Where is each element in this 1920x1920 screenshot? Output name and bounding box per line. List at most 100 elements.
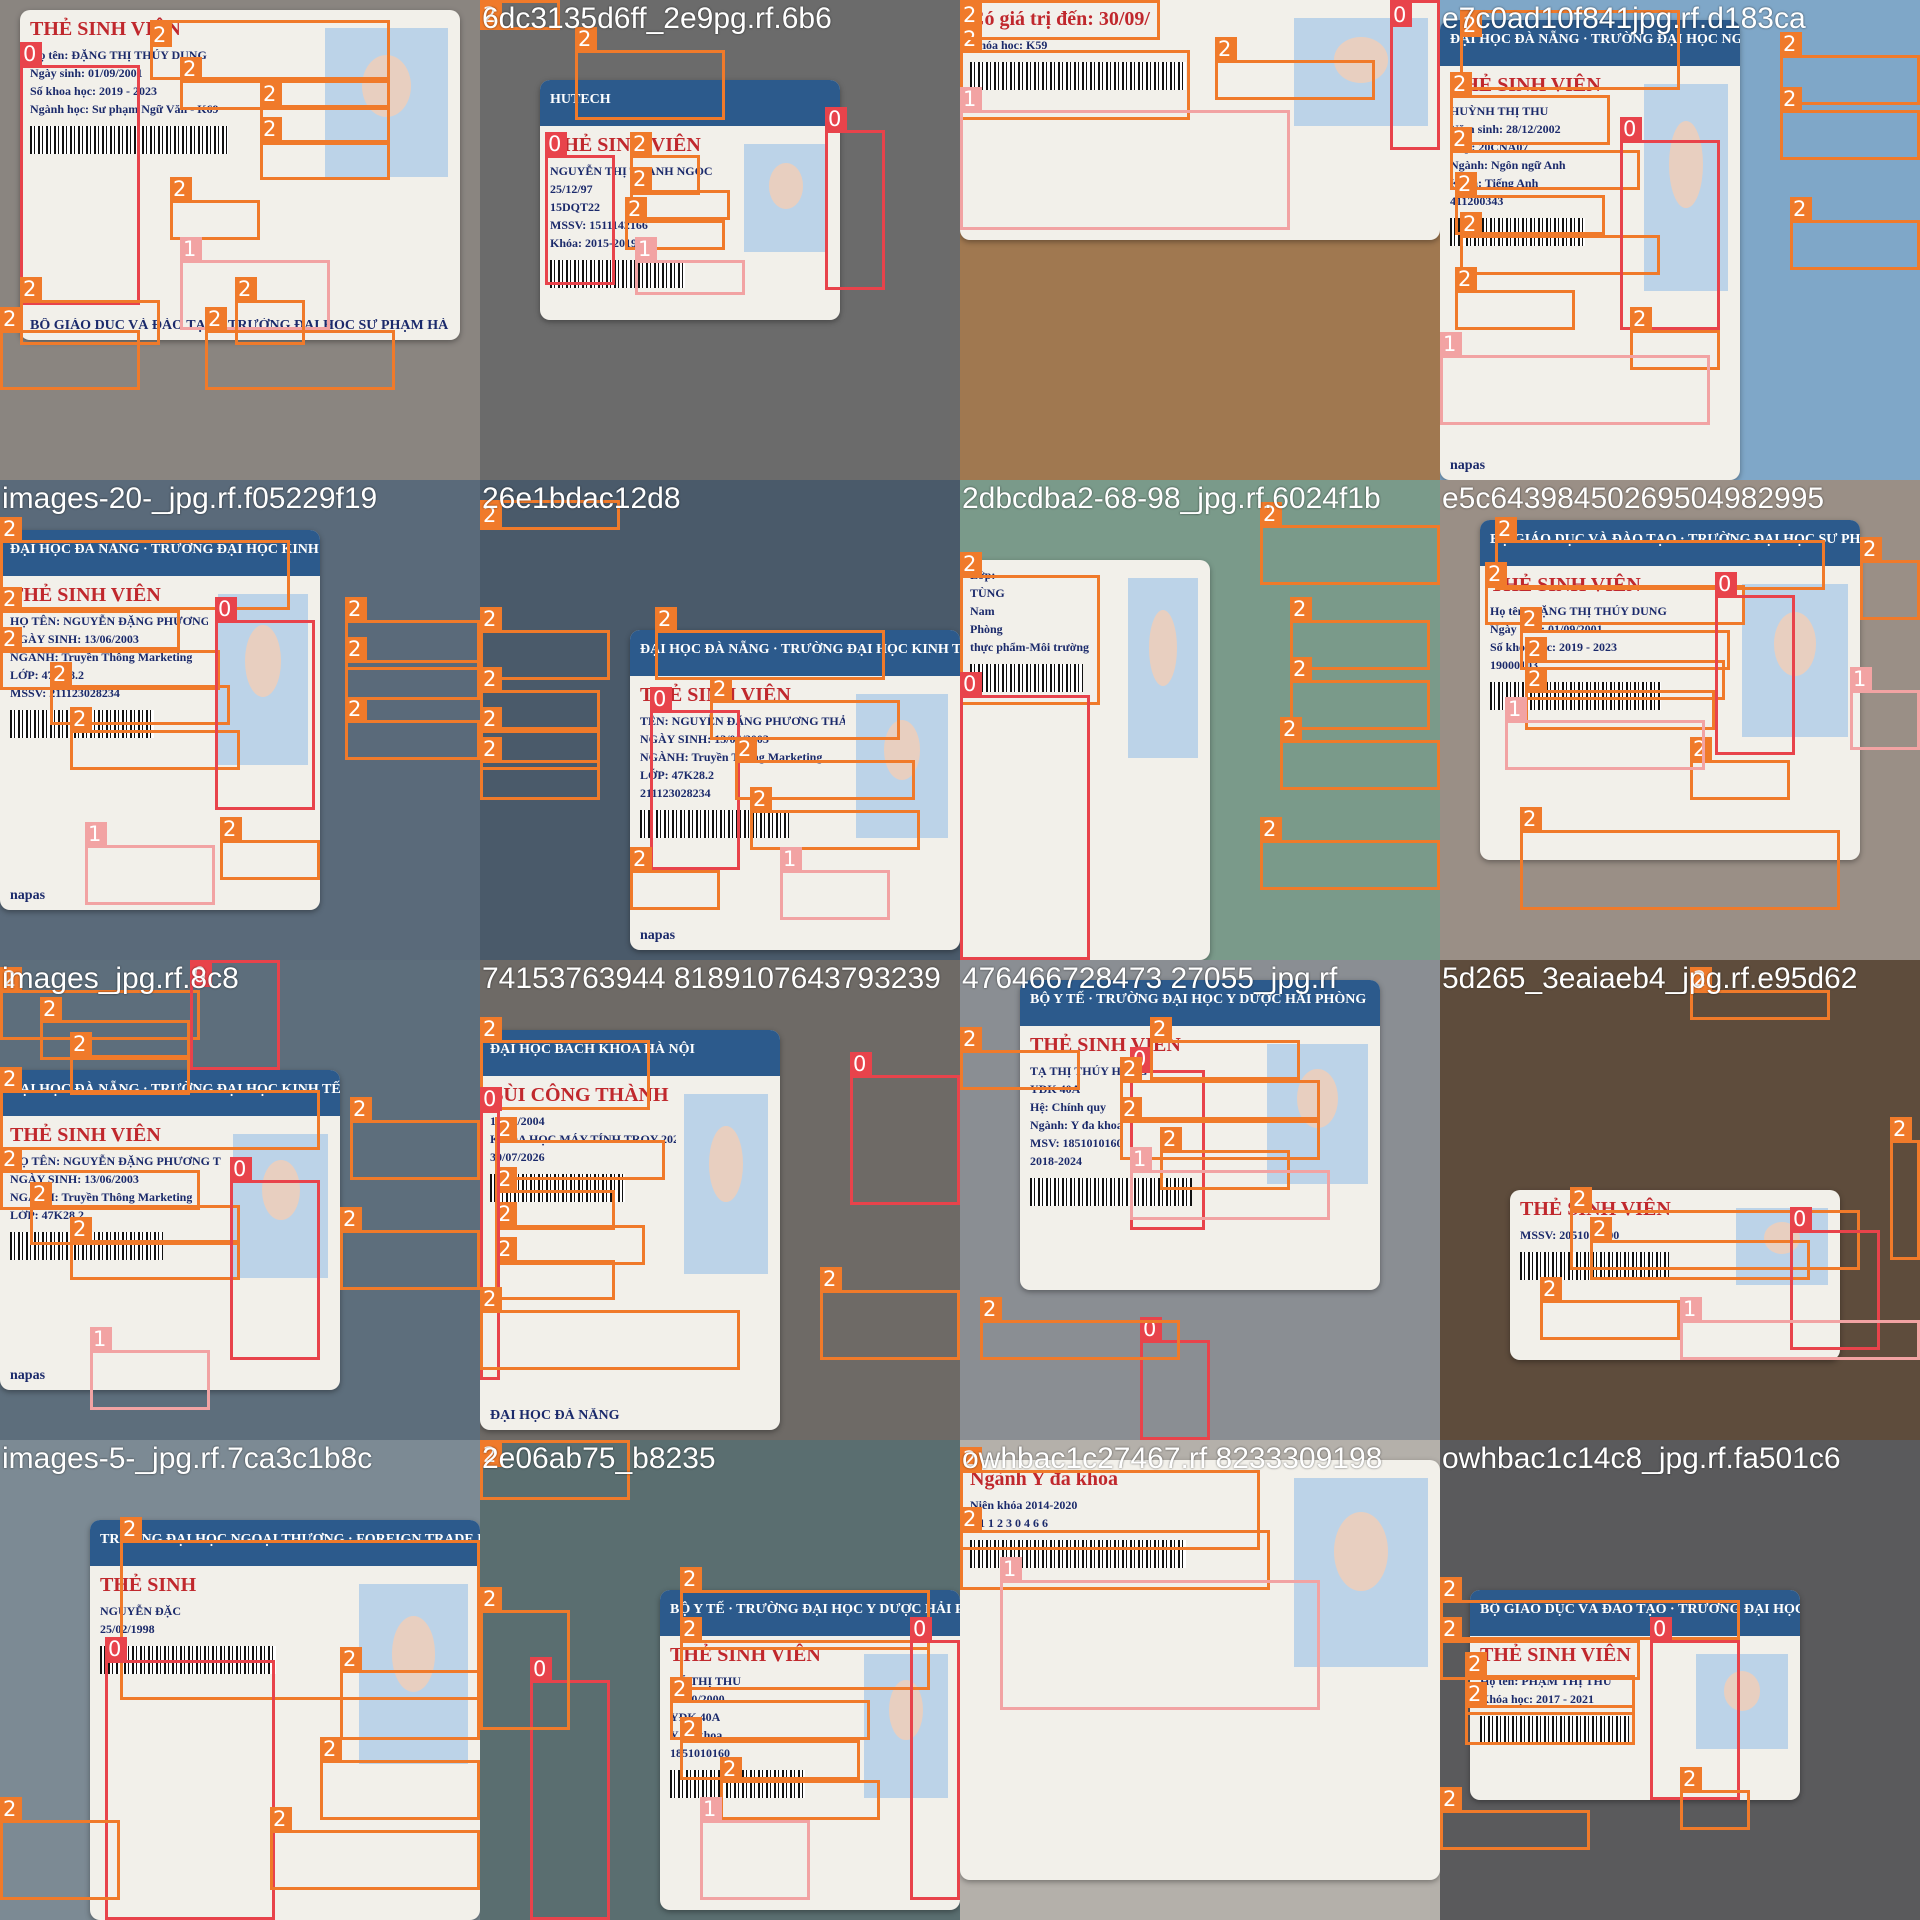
bbox-class-2: 2: [0, 587, 180, 650]
bbox-class-label: 1: [1130, 1147, 1152, 1171]
bbox-class-label: 2: [575, 27, 597, 51]
bbox-class-label: 2: [480, 1287, 502, 1311]
bbox-class-label: 2: [260, 82, 282, 106]
bbox-class-2: 2: [1630, 307, 1720, 370]
student-photo: [359, 1584, 468, 1764]
bbox-class-2: 2: [1790, 197, 1920, 270]
barcode: [970, 62, 1186, 90]
barcode: [1520, 1252, 1669, 1280]
bbox-class-0: 0: [105, 1637, 275, 1920]
bbox-class-label: 1: [85, 822, 107, 846]
bbox-class-2: 2: [480, 1287, 740, 1370]
bbox-class-2: 2: [1465, 1682, 1635, 1745]
bbox-class-label: 2: [670, 1677, 692, 1701]
card-footer-text: napas: [1450, 458, 1486, 473]
mosaic-tile: ĐẠI HỌC ĐÀ NẴNG · TRƯỜNG ĐẠI HỌC NGOẠI N…: [1440, 0, 1920, 480]
student-id-card: THẺ SINH VIÊN MSSV: 2051010100: [1510, 1190, 1840, 1360]
bbox-class-label: 2: [495, 1237, 517, 1261]
student-photo: [744, 144, 828, 252]
card-title: THẺ SINH VIÊN: [1480, 1644, 1631, 1666]
bbox-class-2: 2: [235, 277, 305, 345]
bbox-class-label: 2: [1690, 967, 1712, 991]
bbox-class-label: 2: [480, 503, 502, 527]
card-header-text: ĐẠI HỌC ĐÀ NẴNG · TRƯỜNG ĐẠI HỌC KINH TẾ: [10, 542, 320, 557]
bbox-class-2: 2: [670, 1677, 870, 1740]
bbox-class-2: 2: [1450, 72, 1610, 145]
bbox-class-label: 2: [180, 57, 202, 81]
bbox-class-0: 0: [20, 42, 140, 305]
bbox-class-label: 2: [630, 132, 652, 156]
bbox-class-2: 2: [625, 197, 725, 250]
card-header-band: ĐẠI HỌC ĐÀ NẴNG · TRƯỜNG ĐẠI HỌC KINH TẾ: [0, 530, 320, 576]
student-id-card: Lớp: TÙNG Nam Phòng thực phẩm-Môi trường: [960, 560, 1210, 960]
bbox-class-2: 2: [30, 1182, 240, 1245]
bbox-class-label: 2: [1460, 212, 1482, 236]
card-footer-text: ĐẠI HỌC ĐÀ NẴNG: [490, 1408, 620, 1423]
card-header-text: ĐẠI HỌC BÁCH KHOA HÀ NỘI: [490, 1042, 695, 1057]
card-field-text: Số khoa học: 2019 - 2023: [30, 84, 158, 98]
tile-filename: images-5-_jpg.rf.7ca3c1b8c: [2, 1442, 373, 1475]
bbox-class-2: 2: [345, 697, 480, 760]
card-title: THẺ SINH: [100, 1574, 197, 1596]
bbox-class-2: 2: [260, 117, 390, 180]
bbox-class-1: 1: [1505, 697, 1705, 770]
bbox-class-label: 2: [655, 607, 677, 631]
bbox-class-label: 0: [20, 42, 42, 66]
bbox-class-label: 2: [710, 677, 732, 701]
card-field-text: thực phẩm-Môi trường: [970, 640, 1090, 654]
barcode: [30, 126, 228, 154]
bbox-class-2: 2: [575, 27, 725, 120]
card-title: BÙI CÔNG THÀNH: [490, 1084, 669, 1106]
bbox-class-label: 2: [1780, 87, 1802, 111]
bbox-class-label: 2: [0, 1147, 22, 1171]
bbox-class-label: 2: [345, 597, 367, 621]
card-field-text: 25/02/1998: [100, 1622, 155, 1636]
bbox-class-0: 0: [1790, 1207, 1880, 1350]
mosaic-tile: THẺ SINH VIÊN MSSV: 2051010100 2 2 0 2 1 2 2 5d26…: [1440, 960, 1920, 1440]
mosaic-tile: ĐẠI HỌC ĐÀ NẴNG · TRƯỜNG ĐẠI HỌC KINH TẾ…: [0, 480, 480, 960]
bbox-class-2: 2: [1290, 657, 1430, 730]
bbox-class-2: 2: [170, 177, 260, 240]
card-field-text: Ngành: Ngôn ngữ Anh: [1450, 158, 1566, 172]
card-field-text: 25/12/97: [550, 182, 593, 196]
bbox-class-label: 2: [70, 1032, 92, 1056]
bbox-class-0: 0: [215, 597, 315, 810]
bbox-class-label: 2: [1455, 267, 1477, 291]
bbox-class-label: 2: [0, 307, 22, 331]
bbox-class-2: 2: [480, 1017, 650, 1110]
tile-filename: 26e1bdac12d8: [482, 482, 681, 515]
bbox-class-2: 2: [1450, 127, 1640, 190]
bbox-class-2: 2: [480, 1440, 630, 1500]
bbox-class-label: 2: [1455, 172, 1477, 196]
student-photo: [684, 1094, 768, 1274]
bbox-class-2: 2: [50, 662, 230, 725]
mosaic-tile: BỘ Y TẾ · TRƯỜNG ĐẠI HỌC Y DƯỢC HẢI PHÒN…: [480, 1440, 960, 1920]
bbox-class-label: 2: [1440, 1577, 1462, 1601]
bbox-class-2: 2: [205, 307, 395, 390]
bbox-class-2: 2: [1150, 1017, 1300, 1080]
tile-filename: images-20-_jpg.rf.f05229f19: [2, 482, 378, 515]
bbox-class-2: 2: [220, 817, 320, 880]
bbox-class-label: 2: [1450, 72, 1472, 96]
bbox-class-0: 0: [230, 1157, 320, 1360]
barcode: [970, 664, 1083, 692]
card-header-band: ĐẠI HỌC ĐÀ NẴNG · TRƯỜNG ĐẠI HỌC NGOẠI N…: [1440, 20, 1740, 66]
bbox-class-label: 0: [190, 963, 212, 987]
bbox-class-2: 2: [495, 1202, 645, 1265]
bbox-class-2: 2: [960, 552, 1100, 705]
mosaic-tile: BỘ Y TẾ · TRƯỜNG ĐẠI HỌC Y DƯỢC HẢI PHÒN…: [960, 960, 1440, 1440]
card-field-text: Khóa: 2015-2019: [550, 236, 637, 250]
card-field-text: NGÀNH: Truyền Thông Marketing: [10, 650, 193, 664]
bbox-class-2: 2: [960, 0, 1160, 40]
bbox-class-label: 2: [1215, 37, 1237, 61]
bbox-class-2: 2: [1780, 32, 1920, 105]
tile-filename: 5d265_3eaiaeb4_jpg.rf.e95d62: [1442, 962, 1858, 995]
bbox-class-label: 2: [495, 1167, 517, 1191]
bbox-class-2: 2: [40, 997, 190, 1060]
card-field-text: Năm sinh: 28/12/2002: [1450, 122, 1561, 136]
card-title: THẺ SINH VIÊN: [30, 18, 181, 40]
bbox-class-2: 2: [495, 1117, 665, 1180]
bbox-class-2: 2: [1860, 537, 1920, 620]
card-field-text: Phòng: [970, 622, 1003, 636]
